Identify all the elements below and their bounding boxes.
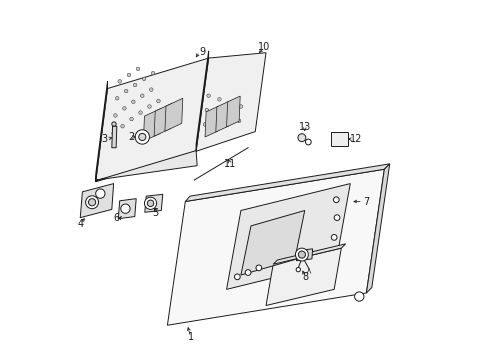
Text: 9: 9 — [199, 46, 205, 57]
Circle shape — [139, 111, 142, 114]
Polygon shape — [96, 58, 208, 182]
Circle shape — [112, 122, 116, 126]
Polygon shape — [80, 184, 113, 218]
Circle shape — [296, 267, 300, 272]
Circle shape — [149, 88, 153, 91]
Text: 10: 10 — [258, 42, 270, 52]
Circle shape — [144, 197, 156, 210]
Circle shape — [297, 134, 305, 141]
Polygon shape — [226, 184, 349, 289]
Circle shape — [151, 71, 155, 75]
Circle shape — [147, 200, 153, 207]
Polygon shape — [143, 108, 161, 141]
Circle shape — [147, 105, 151, 108]
Circle shape — [206, 94, 210, 98]
Circle shape — [226, 116, 230, 119]
Circle shape — [133, 83, 137, 87]
Polygon shape — [265, 248, 341, 306]
Circle shape — [142, 77, 145, 81]
Circle shape — [298, 251, 305, 258]
Circle shape — [217, 98, 221, 101]
Polygon shape — [366, 164, 389, 293]
Circle shape — [333, 215, 339, 221]
Polygon shape — [167, 169, 384, 325]
Circle shape — [295, 248, 308, 261]
Circle shape — [88, 199, 96, 206]
Polygon shape — [144, 194, 163, 212]
Polygon shape — [164, 98, 183, 131]
Polygon shape — [296, 249, 312, 261]
Circle shape — [113, 114, 117, 117]
Polygon shape — [185, 164, 389, 202]
Circle shape — [203, 123, 206, 126]
Circle shape — [118, 80, 121, 83]
Text: 3: 3 — [101, 134, 107, 144]
Polygon shape — [118, 199, 136, 219]
FancyBboxPatch shape — [330, 132, 347, 146]
Circle shape — [122, 107, 126, 110]
Circle shape — [129, 117, 133, 121]
Circle shape — [255, 265, 261, 271]
Circle shape — [131, 100, 135, 104]
Circle shape — [239, 105, 242, 108]
Circle shape — [237, 119, 241, 123]
Text: 4: 4 — [77, 219, 83, 229]
Text: 2: 2 — [128, 132, 134, 142]
Text: 8: 8 — [302, 272, 308, 282]
Polygon shape — [196, 51, 208, 151]
Circle shape — [115, 96, 119, 100]
Circle shape — [124, 89, 128, 93]
Circle shape — [112, 132, 115, 135]
Circle shape — [228, 101, 231, 105]
Text: 1: 1 — [187, 332, 193, 342]
Text: 13: 13 — [298, 122, 310, 132]
Circle shape — [121, 125, 124, 128]
Circle shape — [354, 292, 363, 301]
Circle shape — [121, 204, 130, 213]
Polygon shape — [112, 126, 117, 148]
Polygon shape — [204, 106, 218, 137]
Polygon shape — [196, 53, 265, 151]
Polygon shape — [215, 101, 229, 132]
Polygon shape — [96, 150, 197, 181]
Text: 12: 12 — [349, 134, 362, 144]
Polygon shape — [226, 96, 240, 127]
Circle shape — [96, 189, 105, 198]
Text: 6: 6 — [113, 213, 120, 223]
Circle shape — [136, 67, 140, 71]
Circle shape — [140, 94, 144, 98]
Polygon shape — [96, 81, 107, 182]
Circle shape — [234, 274, 240, 280]
Text: 7: 7 — [362, 197, 368, 207]
Circle shape — [127, 73, 131, 77]
Circle shape — [139, 134, 145, 140]
Circle shape — [85, 196, 99, 209]
Circle shape — [330, 234, 336, 240]
Polygon shape — [273, 244, 345, 264]
Polygon shape — [154, 103, 172, 136]
Text: 11: 11 — [224, 159, 236, 169]
Circle shape — [215, 112, 219, 116]
Circle shape — [135, 130, 149, 144]
Text: 5: 5 — [152, 208, 158, 218]
Circle shape — [156, 99, 160, 103]
Circle shape — [305, 139, 310, 145]
Polygon shape — [241, 211, 304, 275]
Circle shape — [204, 108, 208, 112]
Circle shape — [244, 270, 250, 275]
Circle shape — [333, 197, 339, 203]
Circle shape — [214, 126, 217, 130]
